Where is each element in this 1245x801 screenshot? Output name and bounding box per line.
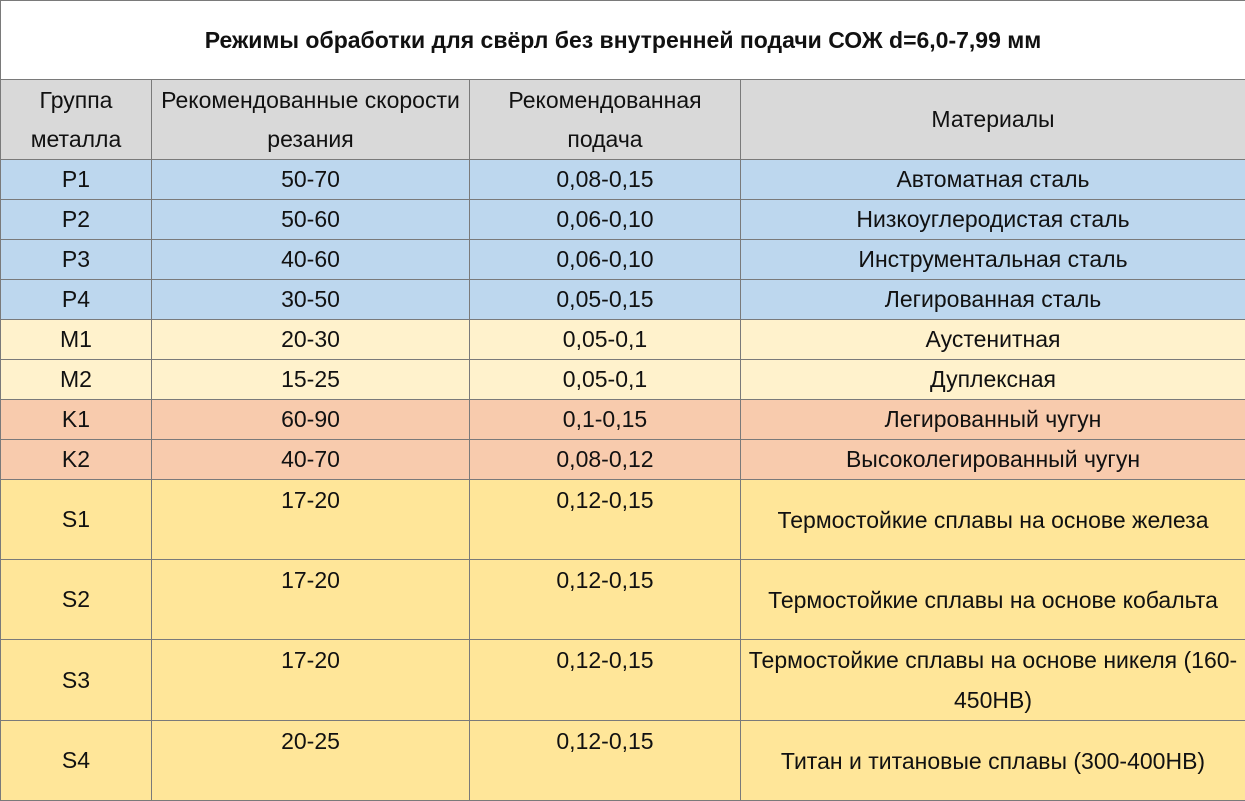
header-feed: Рекомендованная подача [469,79,741,160]
cell-speed: 17-20 [151,639,470,721]
header-materials: Материалы [740,79,1245,160]
cell-group: M2 [0,359,152,400]
cell-material: Термостойкие сплавы на основе никеля (16… [740,639,1245,721]
cell-speed: 60-90 [151,399,470,440]
cell-material: Высоколегированный чугун [740,439,1245,480]
cell-group: P4 [0,279,152,320]
cell-material: Аустенитная [740,319,1245,360]
table-body: P1 50-70 0,08-0,15 Автоматная сталь P2 50-60 0… [0,159,1245,801]
cell-material: Термостойкие сплавы на основе железа [740,479,1245,560]
table-row: P2 50-60 0,06-0,10 Низкоуглеродистая сталь [0,199,1245,240]
cell-speed: 50-70 [151,159,470,200]
cell-feed: 0,12-0,15 [469,479,741,560]
cell-feed: 0,05-0,1 [469,359,741,400]
cell-group: S4 [0,720,152,801]
cell-feed: 0,12-0,15 [469,720,741,801]
cell-feed: 0,1-0,15 [469,399,741,440]
cell-feed: 0,05-0,15 [469,279,741,320]
cell-group: K1 [0,399,152,440]
cell-material: Автоматная сталь [740,159,1245,200]
cell-feed: 0,06-0,10 [469,239,741,280]
table-row: K1 60-90 0,1-0,15 Легированный чугун [0,399,1245,440]
cell-speed: 40-70 [151,439,470,480]
table-title: Режимы обработки для свёрл без внутренне… [0,0,1245,80]
cell-group: P2 [0,199,152,240]
cell-speed: 17-20 [151,479,470,560]
table-row: M1 20-30 0,05-0,1 Аустенитная [0,319,1245,360]
cell-speed: 50-60 [151,199,470,240]
cell-material: Дуплексная [740,359,1245,400]
cell-group: S1 [0,479,152,560]
cell-group: M1 [0,319,152,360]
cell-speed: 15-25 [151,359,470,400]
cell-material: Низкоуглеродистая сталь [740,199,1245,240]
cell-group: K2 [0,439,152,480]
table-row: K2 40-70 0,08-0,12 Высоколегированный чугун [0,439,1245,480]
cell-speed: 20-30 [151,319,470,360]
table-row: M2 15-25 0,05-0,1 Дуплексная [0,359,1245,400]
table-row: P1 50-70 0,08-0,15 Автоматная сталь [0,159,1245,200]
table-row: P4 30-50 0,05-0,15 Легированная сталь [0,279,1245,320]
table-row: S3 17-20 0,12-0,15 Термостойкие сплавы на о… [0,639,1245,721]
cell-material: Легированная сталь [740,279,1245,320]
cell-speed: 40-60 [151,239,470,280]
cell-group: S2 [0,559,152,640]
table-row: S1 17-20 0,12-0,15 Термостойкие сплавы на о… [0,479,1245,560]
cell-feed: 0,12-0,15 [469,559,741,640]
cell-speed: 17-20 [151,559,470,640]
cell-group: S3 [0,639,152,721]
cell-speed: 30-50 [151,279,470,320]
cell-material: Титан и титановые сплавы (300-400HB) [740,720,1245,801]
cell-feed: 0,08-0,15 [469,159,741,200]
cell-material: Термостойкие сплавы на основе кобальта [740,559,1245,640]
table-row: S2 17-20 0,12-0,15 Термостойкие сплавы на о… [0,559,1245,640]
cell-speed: 20-25 [151,720,470,801]
cell-material: Инструментальная сталь [740,239,1245,280]
header-group: Группа металла [0,79,152,160]
cell-group: P1 [0,159,152,200]
cell-feed: 0,08-0,12 [469,439,741,480]
cell-feed: 0,12-0,15 [469,639,741,721]
cell-group: P3 [0,239,152,280]
table-row: S4 20-25 0,12-0,15 Титан и титановые сплавы… [0,720,1245,801]
header-speed: Рекомендованные скорости резания [151,79,470,160]
table-row: P3 40-60 0,06-0,10 Инструментальная сталь [0,239,1245,280]
cell-feed: 0,06-0,10 [469,199,741,240]
cell-material: Легированный чугун [740,399,1245,440]
cell-feed: 0,05-0,1 [469,319,741,360]
